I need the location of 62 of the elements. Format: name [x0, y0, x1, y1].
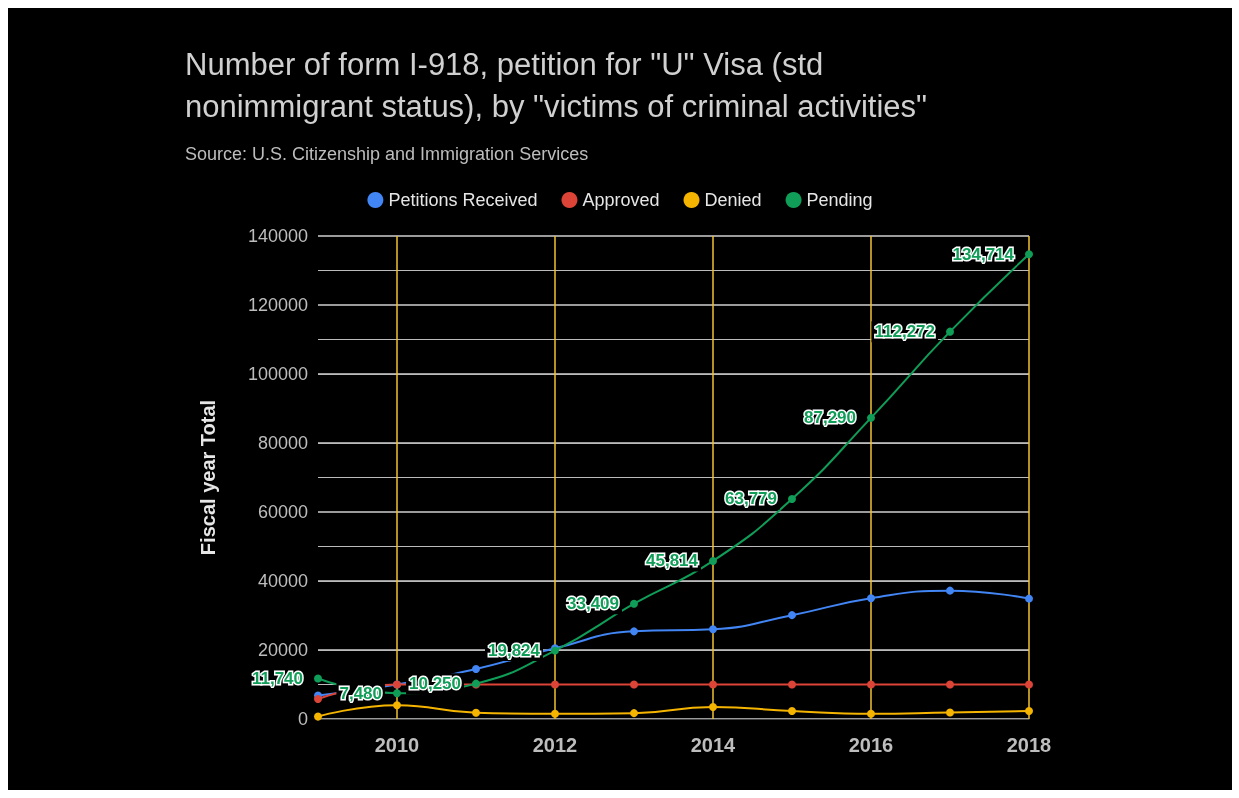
- point: [788, 494, 796, 503]
- point: [630, 627, 638, 636]
- y-tick-label: 80000: [257, 433, 308, 453]
- legend-label: Approved: [582, 190, 660, 210]
- legend-label: Denied: [704, 190, 762, 210]
- point: [1025, 680, 1033, 689]
- x-tick-label: 2018: [1006, 734, 1052, 756]
- point: [314, 674, 322, 683]
- x-tick-label: 2012: [532, 734, 578, 756]
- point: [1025, 707, 1033, 716]
- point: [867, 413, 875, 422]
- x-tick-label: 2014: [690, 734, 737, 756]
- y-axis-title: Fiscal year Total: [197, 399, 219, 556]
- data-label: 7,480: [339, 683, 382, 703]
- point: [630, 680, 638, 689]
- point: [551, 680, 559, 689]
- point: [709, 680, 717, 689]
- point: [709, 625, 717, 634]
- point: [867, 680, 875, 689]
- y-tick-label: 140000: [247, 226, 308, 246]
- data-label: 11,740: [251, 669, 303, 688]
- point: [946, 586, 954, 595]
- point: [867, 594, 875, 603]
- point: [393, 689, 401, 698]
- point: [709, 556, 717, 565]
- data-label: 33,409: [567, 594, 619, 614]
- point: [1025, 594, 1033, 603]
- data-label: 134,714: [952, 244, 1015, 264]
- point: [630, 599, 638, 608]
- point: [472, 708, 480, 717]
- point: [946, 327, 954, 336]
- point: [946, 680, 954, 689]
- point: [551, 709, 559, 718]
- y-tick-label: 0: [297, 709, 308, 729]
- legend-label: Pending: [806, 190, 873, 210]
- data-label: 63,779: [725, 489, 777, 509]
- y-tick-label: 20000: [257, 640, 308, 660]
- x-tick-label: 2010: [374, 734, 420, 756]
- point: [472, 664, 480, 673]
- point: [1025, 250, 1033, 259]
- data-label: 87,290: [804, 408, 856, 428]
- point: [393, 701, 401, 710]
- y-tick-label: 60000: [257, 502, 308, 522]
- y-tick-label: 100000: [247, 364, 308, 384]
- chart-title: Number of form I-918, petition for "U" Visa (std nonimmigrant status), by "victims of criminal activities": [185, 46, 928, 124]
- data-label: 10,250: [409, 674, 461, 694]
- legend-label: Petitions Received: [388, 190, 538, 210]
- data-label: 112,272: [874, 322, 935, 342]
- point: [788, 680, 796, 689]
- data-label: 19,824: [488, 641, 541, 661]
- x-tick-label: 2016: [848, 734, 894, 756]
- data-label: 45,814: [646, 551, 699, 571]
- point: [709, 702, 717, 711]
- point: [867, 709, 875, 718]
- y-tick-label: 40000: [257, 571, 308, 591]
- point: [788, 611, 796, 620]
- y-tick-label: 120000: [247, 295, 308, 315]
- point: [788, 707, 796, 716]
- point: [314, 712, 322, 721]
- point: [630, 709, 638, 718]
- chart-subtitle: Source: U.S. Citizenship and Immigration Services: [185, 144, 589, 164]
- point: [946, 708, 954, 717]
